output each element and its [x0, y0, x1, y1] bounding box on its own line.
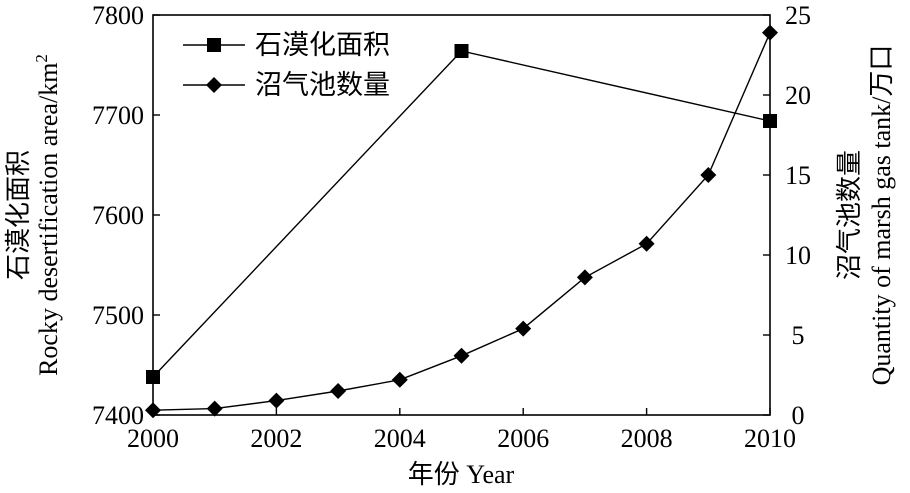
x-axis-title: 年份 Year — [408, 460, 515, 489]
y-left-axis-title-cn: 石漠化面积 — [4, 150, 33, 280]
data-point-diamond — [145, 402, 161, 419]
data-point-diamond — [391, 371, 408, 388]
y-left-tick-label: 7400 — [92, 401, 144, 430]
data-point-diamond — [638, 235, 655, 252]
x-tick-label: 2000 — [127, 424, 179, 453]
x-tick-label: 2004 — [374, 424, 426, 453]
x-tick-label: 2010 — [744, 424, 796, 453]
data-point-diamond — [762, 24, 778, 41]
data-point-square — [763, 114, 777, 128]
legend-marker-square — [207, 38, 221, 52]
data-point-diamond — [700, 167, 717, 183]
y-left-tick-label: 7600 — [92, 201, 144, 230]
x-tick-label: 2002 — [250, 424, 302, 453]
x-axis-ticks: 2000 2002 2004 2006 2008 2010 — [127, 408, 796, 453]
y-right-tick-label: 20 — [785, 81, 811, 110]
y-right-tick-label: 10 — [785, 241, 811, 270]
data-point-diamond — [576, 269, 593, 286]
y-left-tick-label: 7500 — [92, 301, 144, 330]
y-right-tick-label: 0 — [792, 401, 805, 430]
data-point-square — [146, 370, 160, 384]
legend: 石漠化面积 沼气池数量 — [183, 30, 390, 100]
data-point-diamond — [453, 347, 470, 364]
y-right-axis-title-cn: 沼气池数量 — [835, 150, 864, 280]
y-right-tick-label: 15 — [785, 161, 811, 190]
y-left-tick-label: 7700 — [92, 101, 144, 130]
y-left-axis-title-en: Rocky desertification area/km2 — [32, 54, 63, 376]
legend-label-biogas: 沼气池数量 — [255, 70, 390, 100]
legend-label-rocky: 石漠化面积 — [255, 30, 390, 60]
y-left-axis-title-en-text: Rocky desertification area/km — [34, 63, 63, 376]
data-point-diamond — [515, 320, 532, 337]
legend-marker-diamond — [206, 77, 222, 93]
x-tick-label: 2006 — [497, 424, 549, 453]
series-rocky-desertification-area — [146, 44, 777, 384]
x-tick-label: 2008 — [621, 424, 673, 453]
y-right-tick-label: 5 — [792, 321, 805, 350]
data-point-square — [454, 44, 469, 58]
data-point-diamond — [268, 392, 285, 409]
series-marsh-gas-tank-quantity — [145, 24, 778, 419]
y-right-tick-label: 25 — [785, 1, 811, 30]
series-layer — [145, 24, 778, 419]
y-right-axis-title-en: Quantity of marsh gas tank/万口 — [867, 45, 896, 386]
y-left-tick-label: 7800 — [92, 1, 144, 30]
y-left-axis-ticks: 7400 7500 7600 7700 7800 — [92, 1, 160, 430]
y-right-axis-ticks: 0 5 10 15 20 25 — [763, 1, 811, 430]
data-point-diamond — [330, 383, 347, 399]
data-point-diamond — [206, 400, 223, 417]
y-left-axis-title-unit-superscript: 2 — [32, 54, 51, 63]
series-line — [152, 50, 771, 378]
